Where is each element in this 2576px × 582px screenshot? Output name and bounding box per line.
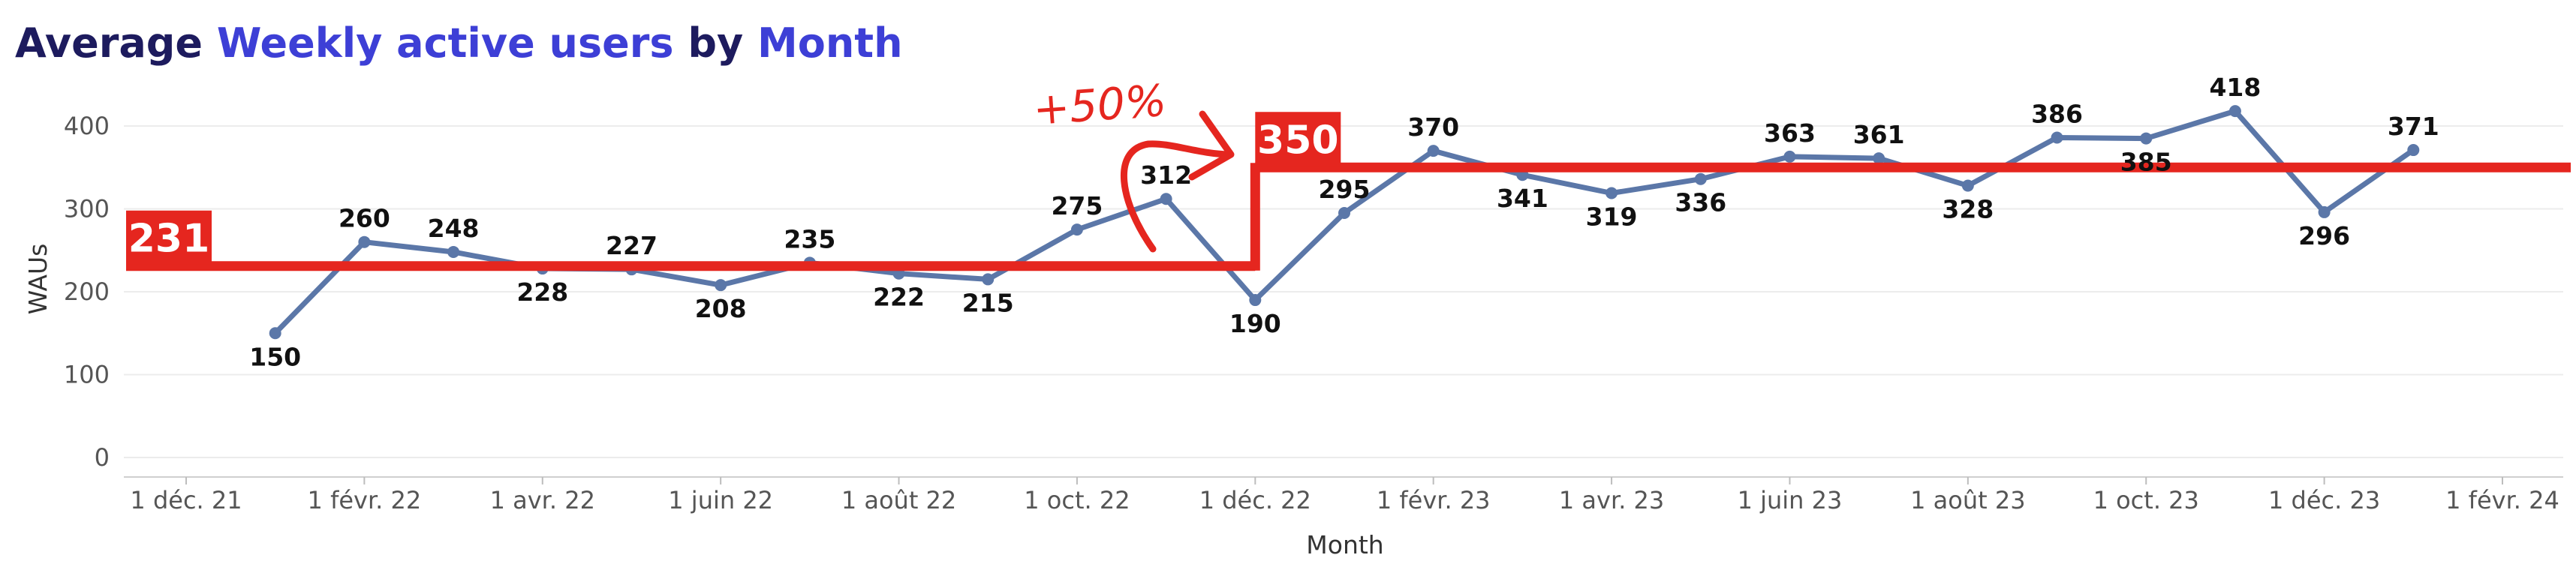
y-tick-label: 200 bbox=[64, 278, 110, 306]
data-label: 227 bbox=[606, 231, 658, 260]
data-label: 295 bbox=[1319, 175, 1371, 204]
x-tick-label: 1 avr. 22 bbox=[490, 486, 595, 514]
data-label: 260 bbox=[339, 204, 390, 233]
data-label: 248 bbox=[428, 214, 480, 243]
data-label: 385 bbox=[2120, 148, 2172, 177]
data-point bbox=[1873, 152, 1885, 165]
x-tick-label: 1 oct. 22 bbox=[1024, 486, 1130, 514]
x-tick-label: 1 oct. 23 bbox=[2093, 486, 2199, 514]
data-point bbox=[715, 279, 727, 292]
x-axis-title: Month bbox=[1306, 530, 1383, 560]
growth-annotation: +50% bbox=[1031, 75, 1168, 135]
data-label: 418 bbox=[2209, 73, 2261, 102]
data-label: 275 bbox=[1051, 191, 1103, 220]
x-tick-label: 1 févr. 24 bbox=[2445, 486, 2559, 514]
data-label: 296 bbox=[2298, 221, 2350, 250]
data-point bbox=[2140, 132, 2153, 145]
data-label: 312 bbox=[1140, 160, 1192, 190]
arrowhead-icon bbox=[1188, 110, 1235, 181]
data-label: 190 bbox=[1229, 309, 1281, 338]
x-tick-label: 1 août 23 bbox=[1910, 486, 2025, 514]
data-label: 328 bbox=[1942, 195, 1994, 224]
data-label: 222 bbox=[873, 283, 925, 312]
data-point bbox=[2407, 144, 2420, 157]
data-label: 370 bbox=[1407, 112, 1459, 142]
data-label: 361 bbox=[1853, 120, 1905, 149]
x-tick-label: 1 août 22 bbox=[841, 486, 956, 514]
x-tick-label: 1 juin 22 bbox=[668, 486, 773, 514]
data-point bbox=[1694, 172, 1707, 185]
data-label: 208 bbox=[695, 294, 747, 323]
data-label: 319 bbox=[1586, 202, 1638, 232]
data-point bbox=[1160, 193, 1172, 206]
x-tick-label: 1 déc. 22 bbox=[1199, 486, 1311, 514]
data-label: 336 bbox=[1675, 188, 1726, 218]
title-part-0: Average bbox=[15, 20, 217, 67]
data-label: 363 bbox=[1764, 118, 1816, 148]
data-point bbox=[982, 273, 995, 286]
title-part-1: Weekly active users bbox=[216, 20, 674, 67]
average-badge-label: 350 bbox=[1257, 118, 1339, 163]
data-point bbox=[1783, 150, 1796, 163]
chart-title: Average Weekly active users by Month bbox=[15, 20, 903, 67]
data-label: 371 bbox=[2388, 112, 2439, 141]
data-point bbox=[2318, 206, 2331, 218]
data-label: 235 bbox=[784, 224, 835, 254]
x-tick-label: 1 avr. 23 bbox=[1559, 486, 1664, 514]
curved-arrow-icon bbox=[1120, 140, 1233, 253]
title-part-3: Month bbox=[757, 20, 903, 67]
x-tick-label: 1 déc. 21 bbox=[130, 486, 242, 514]
data-point bbox=[447, 245, 460, 258]
data-point bbox=[1605, 187, 1618, 200]
data-label: 386 bbox=[2031, 99, 2083, 128]
y-tick-label: 300 bbox=[64, 195, 110, 224]
x-tick-label: 1 févr. 23 bbox=[1377, 486, 1491, 514]
data-point bbox=[2051, 131, 2063, 144]
average-badge bbox=[126, 210, 212, 265]
data-point bbox=[2228, 105, 2241, 118]
data-point bbox=[1070, 224, 1083, 236]
y-tick-label: 400 bbox=[64, 112, 110, 140]
data-point bbox=[1427, 145, 1440, 158]
data-point bbox=[358, 236, 371, 248]
data-label: 228 bbox=[516, 278, 568, 307]
title-part-2: by bbox=[673, 20, 757, 67]
y-tick-label: 0 bbox=[95, 443, 110, 472]
average-badge-label: 231 bbox=[128, 217, 210, 262]
x-tick-label: 1 févr. 22 bbox=[308, 486, 422, 514]
data-label: 341 bbox=[1497, 184, 1548, 213]
data-label: 215 bbox=[962, 288, 1014, 317]
y-axis-title: WAUs bbox=[23, 244, 53, 315]
average-badge bbox=[1255, 112, 1341, 166]
data-point bbox=[1961, 179, 1974, 192]
series-line bbox=[272, 108, 2416, 336]
x-tick-label: 1 déc. 23 bbox=[2268, 486, 2380, 514]
x-tick-label: 1 juin 23 bbox=[1738, 486, 1843, 514]
data-point bbox=[1249, 294, 1262, 307]
data-point bbox=[1338, 207, 1350, 220]
y-tick-label: 100 bbox=[64, 361, 110, 389]
data-point bbox=[269, 327, 281, 340]
data-label: 150 bbox=[249, 342, 301, 371]
